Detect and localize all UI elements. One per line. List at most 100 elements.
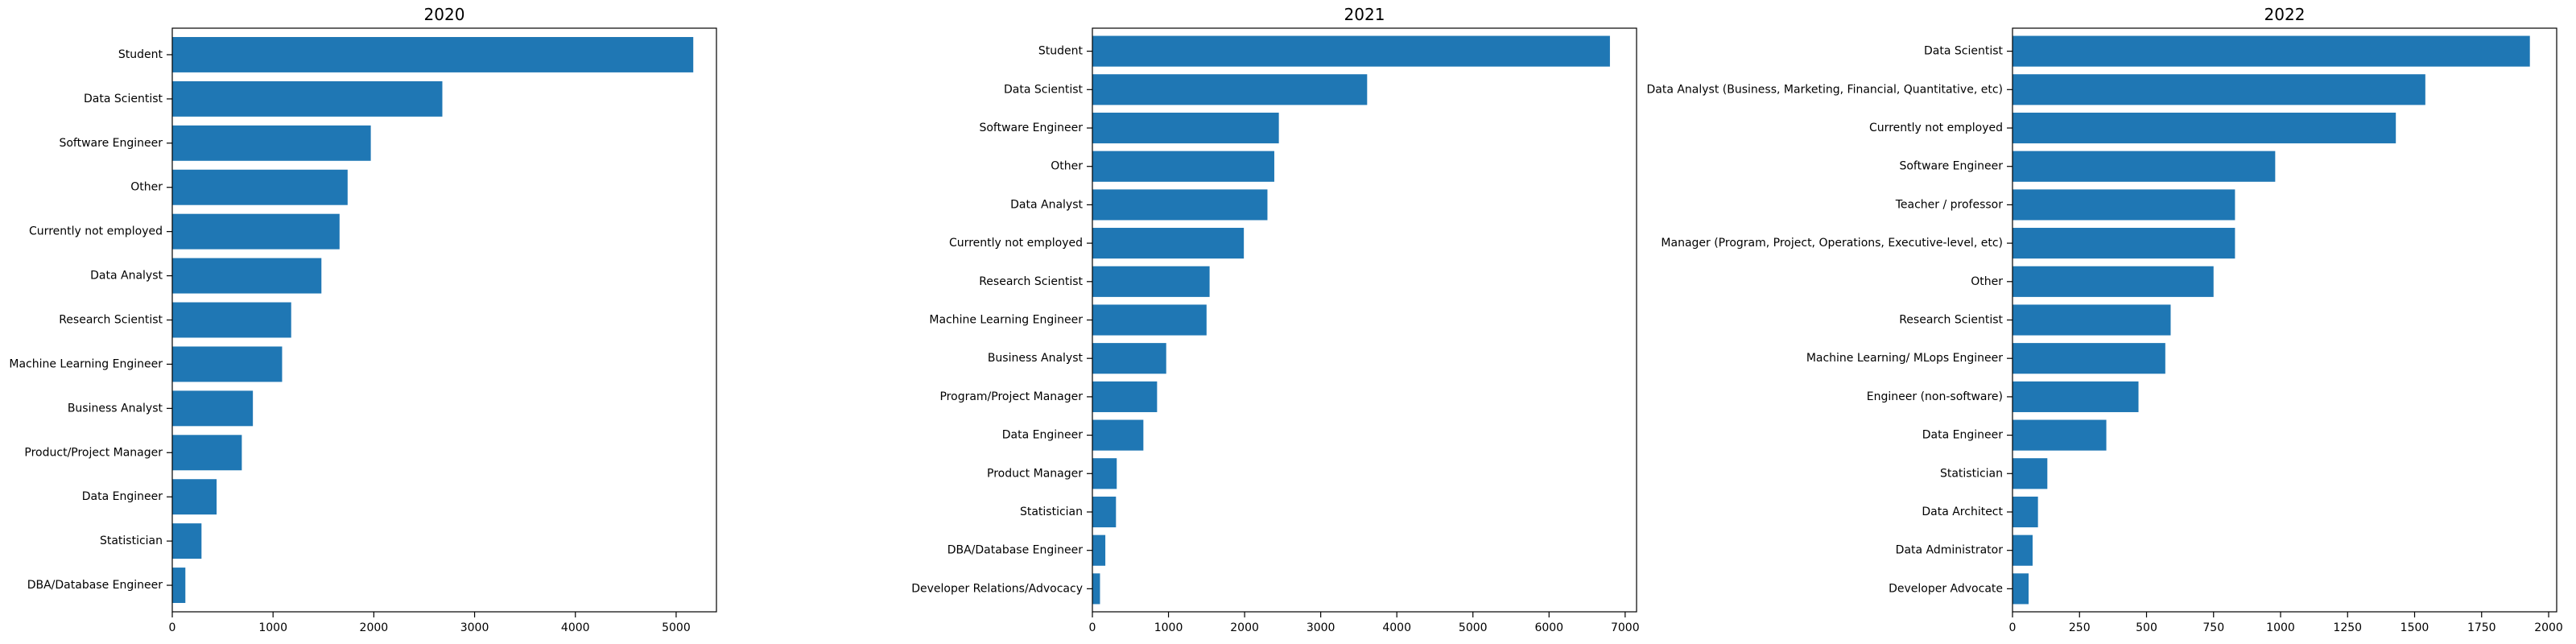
x-tick-label: 0 [2009,621,2017,634]
x-tick-label: 1500 [2401,621,2429,634]
y-tick-label: Teacher / professor [1895,198,2004,211]
bar-Other [172,169,348,205]
y-tick-label: Data Scientist [1924,45,2004,58]
x-tick-label: 1250 [2333,621,2362,634]
bar-Data Scientist [2013,35,2530,67]
y-tick-label: Other [1971,275,2003,288]
bar-Data Architect [2013,496,2038,528]
bar-Data Engineer [2013,419,2107,451]
x-tick-label: 5000 [662,621,691,634]
bar-Teacher / professor [2013,189,2235,221]
y-tick-label: DBA/Database Engineer [27,579,163,592]
axes-frame [1092,27,1637,613]
x-tick-label: 1750 [2467,621,2496,634]
y-tick-label: Data Engineer [1922,429,2003,442]
axes-frame [2012,27,2557,613]
x-tick-label: 750 [2202,621,2224,634]
y-tick-label: Machine Learning/ MLops Engineer [1806,352,2003,365]
y-tick-label: Software Engineer [979,122,1083,134]
x-tick-label: 5000 [1459,621,1488,634]
x-tick-label: 1000 [2266,621,2295,634]
y-tick-label: Research Scientist [979,275,1083,288]
y-tick-label: Business Analyst [68,402,163,415]
y-tick-label: Data Analyst [90,270,163,283]
y-tick-label: DBA/Database Engineer [947,544,1084,557]
y-tick-label: Engineer (non-software) [1867,390,2003,403]
x-tick-label: 6000 [1534,621,1563,634]
y-tick-label: Research Scientist [1899,314,2003,327]
y-tick-label: Product/Project Manager [24,446,163,459]
y-tick-label: Other [1051,160,1083,173]
x-tick-label: 3000 [460,621,489,634]
y-tick-label: Data Administrator [1896,544,2004,557]
y-tick-label: Machine Learning Engineer [929,314,1083,327]
bar-Machine Learning/ MLops Engineer [2013,343,2165,374]
bar-Data Administrator [2013,535,2033,566]
bar-Developer Relations/Advocacy [1092,573,1100,605]
y-tick-label: Statistician [1020,506,1083,518]
x-tick-label: 500 [2136,621,2157,634]
bar-Product Manager [1092,458,1117,489]
bar-Data Analyst [1092,189,1268,221]
y-tick-label: Statistician [100,535,163,547]
bar-Student [172,36,694,72]
y-tick-label: Developer Relations/Advocacy [911,582,1083,595]
bar-Data Engineer [1092,419,1144,451]
bar-DBA/Database Engineer [1092,535,1106,566]
x-tick-label: 3000 [1307,621,1335,634]
chart-title: 2021 [1344,5,1385,24]
x-tick-label: 1000 [1154,621,1183,634]
y-tick-label: Data Analyst [1010,198,1083,211]
y-tick-label: Data Engineer [82,490,163,503]
x-tick-label: 0 [1089,621,1096,634]
bar-Program/Project Manager [1092,381,1158,412]
x-tick-label: 2000 [360,621,389,634]
y-tick-label: Data Scientist [1004,83,1084,96]
bar-Currently not employed [2013,112,2396,144]
y-tick-label: Program/Project Manager [939,390,1083,403]
x-tick-label: 1000 [258,621,287,634]
bar-Engineer (non-software) [2013,381,2139,412]
y-tick-label: Other [130,181,163,194]
x-tick-label: 2000 [2534,621,2563,634]
bar-Data Scientist [172,80,443,117]
bar-Manager (Program, Project, Operations, Executive-level, etc) [2013,228,2235,259]
chart-title: 2022 [2264,5,2306,24]
bar-Developer Advocate [2013,573,2029,605]
bar-Currently not employed [172,213,340,250]
bar-Data Engineer [172,479,217,515]
y-tick-label: Data Architect [1922,506,2003,518]
x-tick-label: 2000 [1230,621,1259,634]
chart-title: 2020 [424,5,465,24]
bar-Statistician [2013,458,2048,489]
y-tick-label: Data Analyst (Business, Marketing, Finan… [1646,83,2003,96]
bar-Currently not employed [1092,228,1245,259]
y-tick-label: Currently not employed [1869,122,2003,134]
bar-Other [2013,266,2214,297]
y-tick-label: Statistician [1940,467,2003,480]
bar-Software Engineer [1092,112,1279,144]
bar-Software Engineer [2013,151,2276,182]
y-tick-label: Data Engineer [1002,429,1083,442]
y-tick-label: Currently not employed [949,237,1083,250]
y-tick-label: Manager (Program, Project, Operations, E… [1661,237,2003,250]
chart-panel-2022: Data Scientist Data Analyst (Business, Ma… [1646,5,2562,634]
bar-Student [1092,35,1610,67]
y-tick-label: Student [118,48,163,61]
y-tick-label: Machine Learning Engineer [9,357,163,370]
bar-Other [1092,151,1274,182]
x-tick-label: 4000 [561,621,590,634]
axes-frame [171,27,717,613]
bar-Research Scientist [2013,304,2171,336]
y-tick-label: Product Manager [987,467,1083,480]
bar-Business Analyst [172,390,254,427]
y-tick-label: Business Analyst [988,352,1084,365]
y-tick-label: Research Scientist [59,314,163,327]
bar-Data Scientist [1092,74,1368,105]
y-tick-label: Data Scientist [84,93,163,105]
chart-panel-2021: Student Data Scientist Software Engineer Ot… [911,5,1639,634]
x-tick-label: 250 [2069,621,2091,634]
bar-Research Scientist [1092,266,1210,297]
bar-Business Analyst [1092,343,1166,374]
